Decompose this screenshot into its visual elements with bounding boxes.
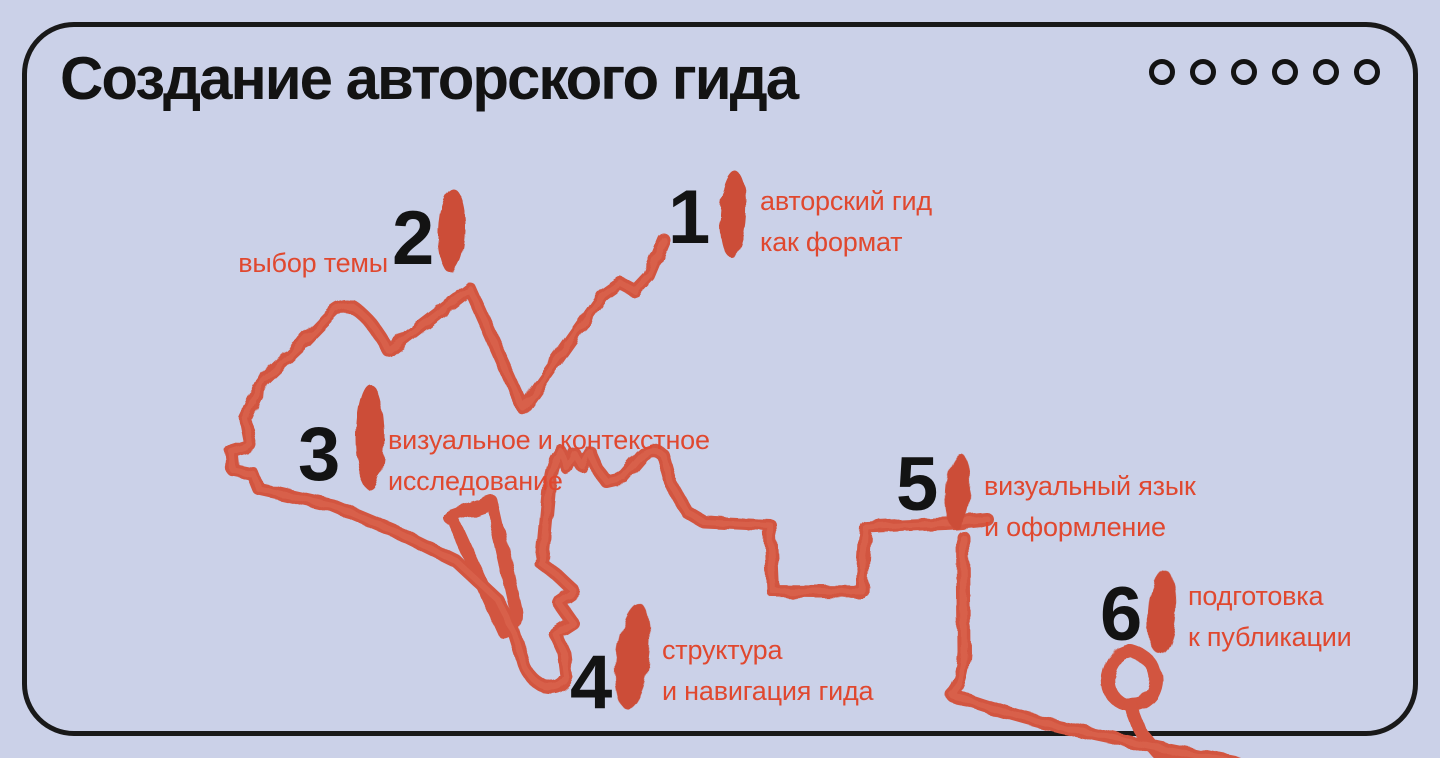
step-3-label: визуальное и контекстное исследование bbox=[388, 420, 710, 502]
blob-step-6 bbox=[1147, 570, 1177, 654]
step-5-label: визуальный язык и оформление bbox=[984, 466, 1196, 548]
progress-dot[interactable] bbox=[1190, 59, 1216, 85]
blob-step-4 bbox=[614, 603, 652, 709]
progress-dots bbox=[1149, 59, 1380, 85]
step-marker-blobs bbox=[356, 171, 1177, 709]
progress-dot[interactable] bbox=[1354, 59, 1380, 85]
step-4-label-line1: структура bbox=[662, 635, 783, 665]
step-1-number: 1 bbox=[668, 175, 710, 260]
step-5-label-line2: и оформление bbox=[984, 512, 1166, 542]
step-3-label-line2: исследование bbox=[388, 466, 563, 496]
step-2-number: 2 bbox=[392, 196, 434, 281]
step-1-label-line2: как формат bbox=[760, 227, 903, 257]
step-6-number: 6 bbox=[1100, 572, 1142, 657]
slide-card-border bbox=[22, 22, 1418, 736]
step-3-number: 3 bbox=[298, 412, 340, 497]
blob-step-2 bbox=[437, 189, 467, 273]
step-1-label-line1: авторский гид bbox=[760, 186, 932, 216]
step-2-label-line1: выбор темы bbox=[238, 248, 388, 278]
progress-dot[interactable] bbox=[1313, 59, 1339, 85]
step-4-label: структура и навигация гида bbox=[662, 630, 874, 712]
step-5-label-line1: визуальный язык bbox=[984, 471, 1196, 501]
step-4-number: 4 bbox=[570, 640, 612, 725]
progress-dot[interactable] bbox=[1272, 59, 1298, 85]
page-title: Создание авторского гида bbox=[60, 45, 799, 112]
route-path-texture bbox=[228, 237, 1228, 758]
blob-step-5 bbox=[944, 453, 972, 529]
step-5-number: 5 bbox=[896, 442, 938, 527]
progress-dot[interactable] bbox=[1231, 59, 1257, 85]
step-2-label: выбор темы bbox=[170, 243, 388, 284]
progress-dot[interactable] bbox=[1149, 59, 1175, 85]
step-4-label-line2: и навигация гида bbox=[662, 676, 874, 706]
step-1-label: авторский гид как формат bbox=[760, 181, 932, 263]
blob-step-1 bbox=[719, 171, 747, 257]
step-6-label: подготовка к публикации bbox=[1188, 576, 1352, 658]
step-3-label-line1: визуальное и контекстное bbox=[388, 425, 710, 455]
blob-step-3 bbox=[356, 384, 384, 490]
step-6-label-line2: к публикации bbox=[1188, 622, 1352, 652]
step-6-label-line1: подготовка bbox=[1188, 581, 1324, 611]
